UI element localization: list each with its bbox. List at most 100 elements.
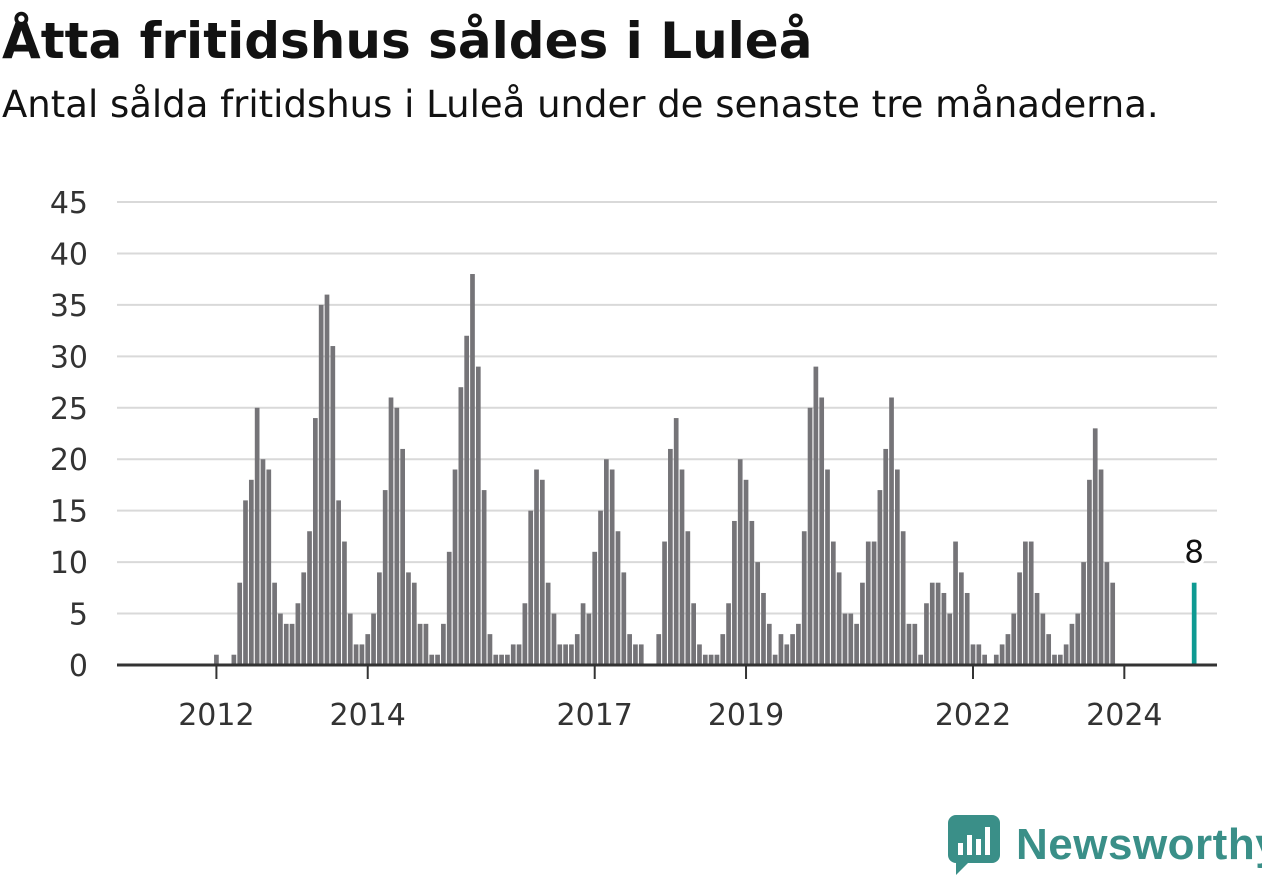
bar <box>417 623 423 665</box>
bar <box>446 551 452 665</box>
bar <box>1092 428 1098 665</box>
bar <box>586 613 592 665</box>
bar <box>1011 613 1017 665</box>
x-axis-tick-labels: 2012 2014 2017 2019 2022 2024 <box>178 665 1163 733</box>
bar <box>377 572 382 665</box>
bar <box>289 623 295 665</box>
y-tick-label: 35 <box>50 289 88 324</box>
bar <box>1028 541 1034 665</box>
bar <box>621 572 627 665</box>
chart-subtitle: Antal sålda fritidshus i Luleå under de … <box>2 83 1159 126</box>
x-tick-label: 2024 <box>1086 698 1162 733</box>
y-tick-label: 5 <box>69 598 88 633</box>
bar <box>1110 582 1116 665</box>
bar-highlight <box>1191 582 1197 665</box>
bar <box>528 510 534 665</box>
bar <box>464 335 470 665</box>
bar <box>365 634 371 665</box>
bar <box>877 490 883 665</box>
bar <box>766 623 772 665</box>
bar <box>214 654 219 665</box>
bar <box>283 623 289 665</box>
bar <box>819 397 825 665</box>
bar <box>801 531 807 665</box>
bar <box>231 654 237 665</box>
y-tick-label: 20 <box>50 443 88 478</box>
bar <box>1005 634 1011 665</box>
bar <box>871 541 877 665</box>
bar <box>609 469 615 665</box>
bar <box>522 603 528 665</box>
bar <box>475 366 481 665</box>
bar <box>953 541 958 665</box>
bar <box>848 613 854 665</box>
y-axis-tick-labels: 0 5 10 15 20 25 30 35 40 45 <box>50 186 88 684</box>
x-tick-label: 2017 <box>557 698 633 733</box>
bar <box>993 654 999 665</box>
bar <box>807 407 813 665</box>
bar <box>726 603 731 665</box>
bar <box>557 644 563 665</box>
bar <box>458 387 464 665</box>
bar <box>708 654 714 665</box>
bar <box>912 623 918 665</box>
highlight-value-label: 8 <box>1184 535 1204 571</box>
bar <box>790 634 795 665</box>
bar <box>668 448 673 665</box>
bar <box>906 623 912 665</box>
bar <box>964 592 970 665</box>
bar <box>854 623 859 665</box>
bar <box>534 469 539 665</box>
bar <box>720 634 726 665</box>
bar <box>796 623 801 665</box>
bar <box>889 397 894 665</box>
bar <box>371 613 376 665</box>
bar <box>429 654 435 665</box>
x-tick-label: 2014 <box>330 698 406 733</box>
bar <box>830 541 836 665</box>
bar <box>318 304 324 665</box>
bar <box>301 572 307 665</box>
bar <box>941 592 947 665</box>
bar <box>679 469 685 665</box>
y-tick-label: 15 <box>50 495 88 530</box>
bar <box>1057 654 1063 665</box>
bar <box>604 459 609 665</box>
bar <box>772 654 778 665</box>
bar <box>895 469 900 665</box>
bar <box>1046 634 1052 665</box>
y-tick-label: 10 <box>50 546 88 581</box>
bar <box>929 582 935 665</box>
bar <box>435 654 440 665</box>
newsworthy-logo-text: Newsworthy <box>1016 820 1262 869</box>
bar <box>1104 562 1110 665</box>
bar <box>342 541 347 665</box>
bar <box>982 654 987 665</box>
bar <box>336 500 341 665</box>
bar <box>638 644 644 665</box>
bar <box>1075 613 1081 665</box>
bar <box>627 634 632 665</box>
x-tick-label: 2019 <box>708 698 784 733</box>
bar <box>272 582 277 665</box>
bar <box>702 654 708 665</box>
bar <box>1052 654 1057 665</box>
bar <box>656 634 662 665</box>
bar <box>545 582 551 665</box>
bar <box>493 654 499 665</box>
bar <box>947 613 953 665</box>
bar <box>685 531 691 665</box>
x-tick-label: 2012 <box>178 698 254 733</box>
bar <box>382 490 388 665</box>
bar <box>865 541 871 665</box>
bar <box>441 623 446 665</box>
bar <box>516 644 522 665</box>
bar <box>755 562 761 665</box>
bar <box>237 582 243 665</box>
bar <box>278 613 283 665</box>
chart-title: Åtta fritidshus såldes i Luleå <box>2 12 813 70</box>
bar <box>452 469 458 665</box>
bar <box>1081 562 1086 665</box>
bar <box>900 531 906 665</box>
